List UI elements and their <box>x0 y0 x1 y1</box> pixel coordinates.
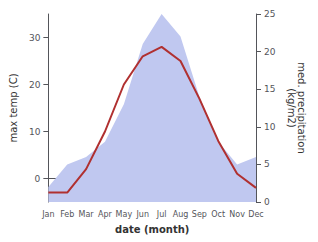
svg-text:Aug: Aug <box>173 210 189 219</box>
svg-text:25: 25 <box>264 9 275 19</box>
svg-text:20: 20 <box>264 47 276 57</box>
svg-text:0: 0 <box>264 197 270 207</box>
svg-text:15: 15 <box>264 84 275 94</box>
svg-text:30: 30 <box>29 33 41 43</box>
svg-text:5: 5 <box>264 159 270 169</box>
svg-text:Feb: Feb <box>60 210 74 219</box>
svg-text:Mar: Mar <box>79 210 95 219</box>
svg-text:0: 0 <box>35 174 41 184</box>
svg-text:Oct: Oct <box>211 210 225 219</box>
svg-text:May: May <box>116 210 133 219</box>
svg-text:Jun: Jun <box>135 210 149 219</box>
svg-text:Nov: Nov <box>229 210 245 219</box>
svg-text:Dec: Dec <box>248 210 263 219</box>
svg-text:(kg/m2): (kg/m2) <box>286 88 297 128</box>
svg-text:10: 10 <box>29 127 41 137</box>
svg-text:Jan: Jan <box>41 210 54 219</box>
svg-text:med. precipitation: med. precipitation <box>295 62 307 154</box>
svg-text:max temp (C): max temp (C) <box>8 73 19 142</box>
svg-text:Jul: Jul <box>156 210 167 219</box>
svg-text:Sep: Sep <box>192 210 207 219</box>
svg-text:20: 20 <box>29 80 41 90</box>
svg-text:10: 10 <box>264 122 276 132</box>
svg-text:Apr: Apr <box>98 210 113 219</box>
svg-text:date (month): date (month) <box>115 224 189 235</box>
